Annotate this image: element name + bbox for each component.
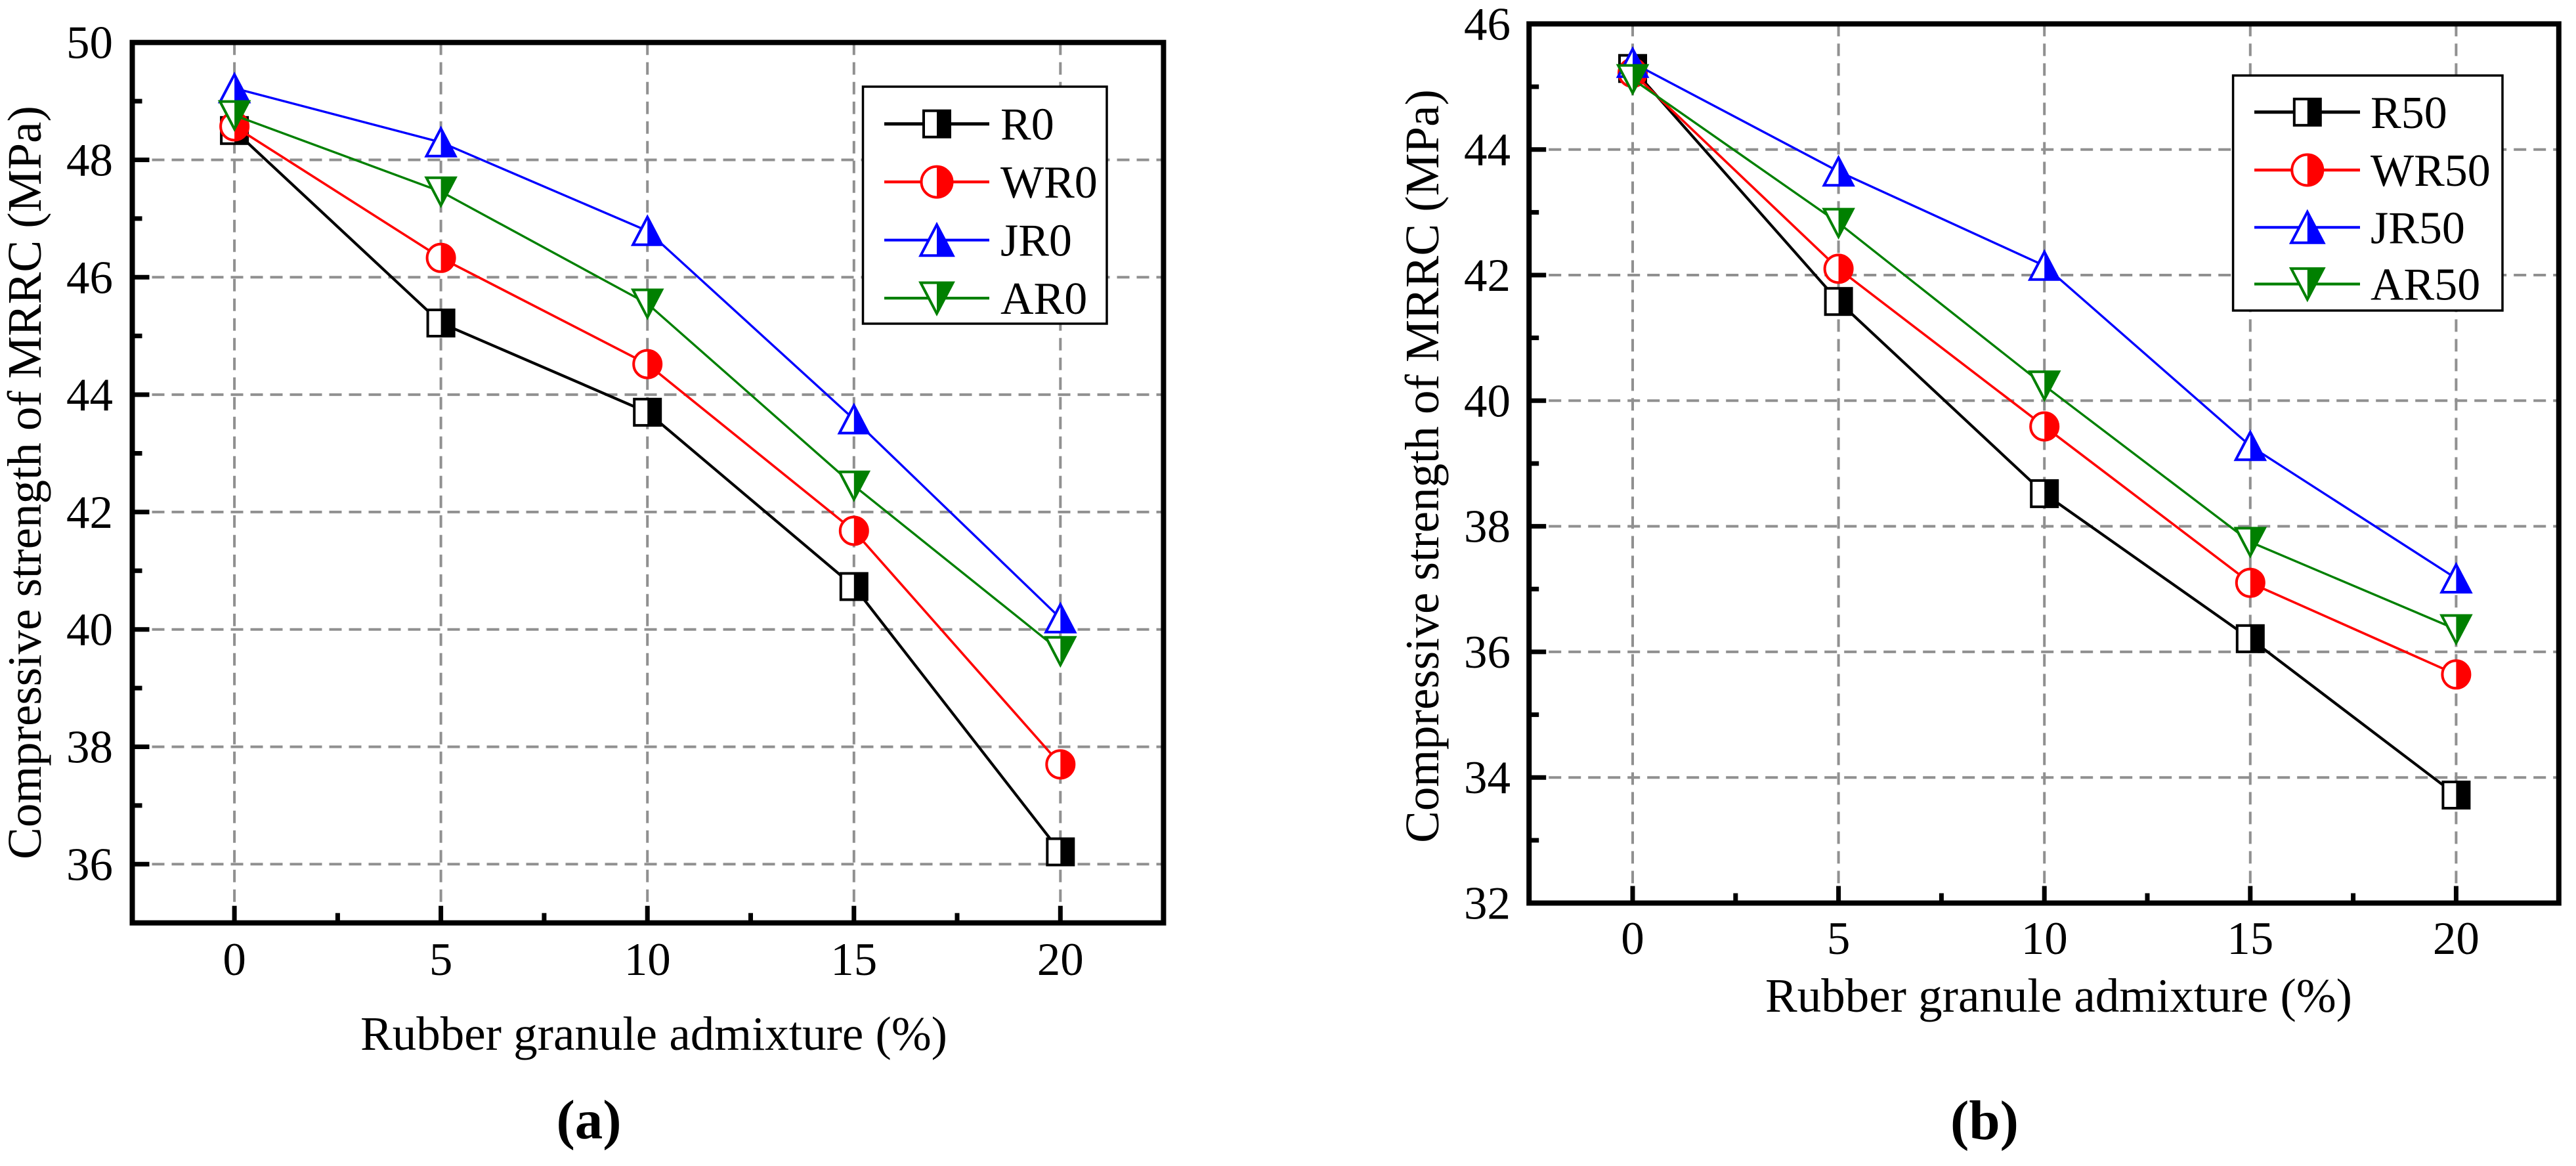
svg-text:0: 0 xyxy=(223,934,246,985)
svg-text:Rubber granule admixture (%): Rubber granule admixture (%) xyxy=(360,1007,947,1060)
svg-text:15: 15 xyxy=(2227,913,2273,964)
svg-text:(a): (a) xyxy=(556,1089,621,1151)
svg-text:Rubber granule admixture (%): Rubber granule admixture (%) xyxy=(1765,969,2352,1022)
svg-text:36: 36 xyxy=(66,839,113,890)
svg-text:AR50: AR50 xyxy=(2371,260,2480,311)
svg-text:0: 0 xyxy=(1621,913,1644,964)
svg-text:34: 34 xyxy=(1464,752,1511,804)
svg-text:38: 38 xyxy=(1464,502,1511,553)
svg-text:44: 44 xyxy=(66,370,113,421)
svg-text:10: 10 xyxy=(624,934,671,985)
svg-text:48: 48 xyxy=(66,135,113,186)
svg-text:Compressive strength of MRRC (: Compressive strength of MRRC (MPa) xyxy=(1396,89,1449,843)
svg-text:WR50: WR50 xyxy=(2371,146,2491,196)
svg-text:JR0: JR0 xyxy=(1000,216,1072,267)
svg-text:Compressive strength of MRRC (: Compressive strength of MRRC (MPa) xyxy=(0,106,51,859)
svg-text:40: 40 xyxy=(66,605,113,656)
svg-text:AR0: AR0 xyxy=(1000,274,1087,324)
svg-text:32: 32 xyxy=(1464,878,1511,930)
svg-text:10: 10 xyxy=(2021,913,2068,964)
svg-text:R50: R50 xyxy=(2371,88,2447,139)
svg-text:36: 36 xyxy=(1464,627,1511,678)
svg-text:R0: R0 xyxy=(1000,100,1054,150)
svg-text:46: 46 xyxy=(66,252,113,303)
svg-text:20: 20 xyxy=(1037,934,1084,985)
svg-text:15: 15 xyxy=(830,934,877,985)
svg-text:JR50: JR50 xyxy=(2371,203,2465,253)
svg-text:40: 40 xyxy=(1464,376,1511,427)
svg-text:42: 42 xyxy=(1464,250,1511,301)
svg-text:46: 46 xyxy=(1464,0,1511,50)
svg-text:(b): (b) xyxy=(1950,1090,2019,1152)
svg-text:5: 5 xyxy=(1827,913,1851,964)
svg-text:5: 5 xyxy=(429,934,453,985)
svg-text:WR0: WR0 xyxy=(1000,158,1098,208)
svg-text:50: 50 xyxy=(66,18,113,69)
svg-text:38: 38 xyxy=(66,722,113,773)
svg-text:44: 44 xyxy=(1464,125,1511,176)
svg-text:42: 42 xyxy=(66,487,113,538)
svg-text:20: 20 xyxy=(2433,913,2479,964)
